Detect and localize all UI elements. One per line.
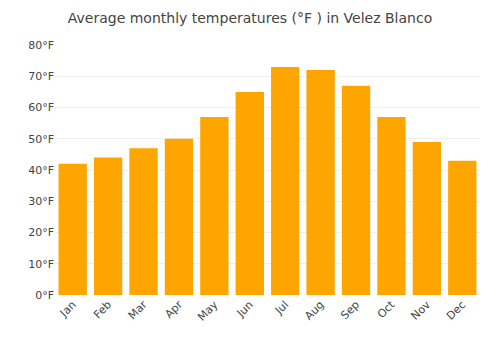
svg-text:Jun: Jun <box>234 298 256 320</box>
svg-text:May: May <box>195 298 221 324</box>
svg-text:Jan: Jan <box>57 298 79 320</box>
svg-text:0°F: 0°F <box>35 289 54 302</box>
svg-text:50°F: 50°F <box>28 133 54 146</box>
svg-text:Nov: Nov <box>409 298 434 323</box>
svg-text:80°F: 80°F <box>28 39 54 52</box>
svg-text:Sep: Sep <box>338 298 362 322</box>
svg-text:Mar: Mar <box>126 298 150 322</box>
svg-text:40°F: 40°F <box>28 164 54 177</box>
svg-text:60°F: 60°F <box>28 101 54 114</box>
svg-text:20°F: 20°F <box>28 226 54 239</box>
svg-text:Feb: Feb <box>91 298 114 321</box>
svg-text:30°F: 30°F <box>28 195 54 208</box>
svg-text:Average monthly temperatures (: Average monthly temperatures (°F ) in Ve… <box>68 10 432 26</box>
svg-text:10°F: 10°F <box>28 258 54 271</box>
svg-text:Jul: Jul <box>272 298 291 317</box>
svg-text:70°F: 70°F <box>28 70 54 83</box>
svg-text:Apr: Apr <box>162 298 185 321</box>
svg-text:Dec: Dec <box>444 298 468 322</box>
svg-text:Oct: Oct <box>375 298 398 321</box>
svg-text:Aug: Aug <box>302 298 326 322</box>
